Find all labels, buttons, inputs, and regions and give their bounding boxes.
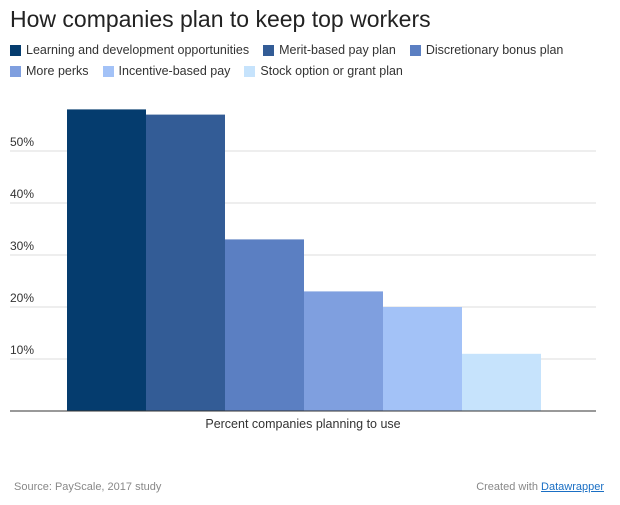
legend-item-3: More perks <box>10 63 89 79</box>
legend-label-0: Learning and development opportunities <box>26 43 250 57</box>
legend-swatch-3 <box>10 65 21 77</box>
legend-item-4: Incentive-based pay <box>102 63 231 79</box>
legend-label-4: Incentive-based pay <box>118 64 231 78</box>
legend-label-3: More perks <box>26 64 89 78</box>
source-note: Source: PayScale, 2017 study <box>14 481 162 493</box>
legend-item-2: Discretionary bonus plan <box>409 42 564 58</box>
credit-note: Created with Datawrapper <box>476 481 604 493</box>
y-tick-label-3: 40% <box>10 187 34 201</box>
chart-legend: Learning and development opportunities Me… <box>10 42 610 79</box>
bar-3 <box>304 291 383 411</box>
y-tick-label-0: 10% <box>10 343 34 357</box>
legend-swatch-0 <box>10 44 21 56</box>
legend-label-1: Merit-based pay plan <box>279 43 396 57</box>
chart-title: How companies plan to keep top workers <box>10 6 431 32</box>
bar-2 <box>225 239 304 411</box>
legend-item-0: Learning and development opportunities <box>10 42 249 58</box>
legend-item-5: Stock option or grant plan <box>244 63 403 79</box>
y-tick-label-4: 50% <box>10 135 34 149</box>
bar-1 <box>146 114 225 411</box>
bar-0 <box>67 109 146 412</box>
legend-swatch-5 <box>244 65 256 77</box>
credit-prefix: Created with <box>476 481 538 493</box>
legend-item-1: Merit-based pay plan <box>263 42 396 58</box>
datawrapper-link[interactable]: Datawrapper <box>541 481 604 493</box>
y-tick-label-1: 20% <box>10 291 34 305</box>
legend-swatch-1 <box>263 44 275 56</box>
bar-4 <box>383 307 462 411</box>
legend-label-5: Stock option or grant plan <box>260 64 403 78</box>
legend-swatch-2 <box>409 44 421 56</box>
bar-5 <box>462 353 541 411</box>
legend-label-2: Discretionary bonus plan <box>425 43 564 57</box>
y-tick-label-2: 30% <box>10 239 34 253</box>
x-axis-label: Percent companies planning to use <box>205 417 400 431</box>
legend-swatch-4 <box>102 65 114 77</box>
